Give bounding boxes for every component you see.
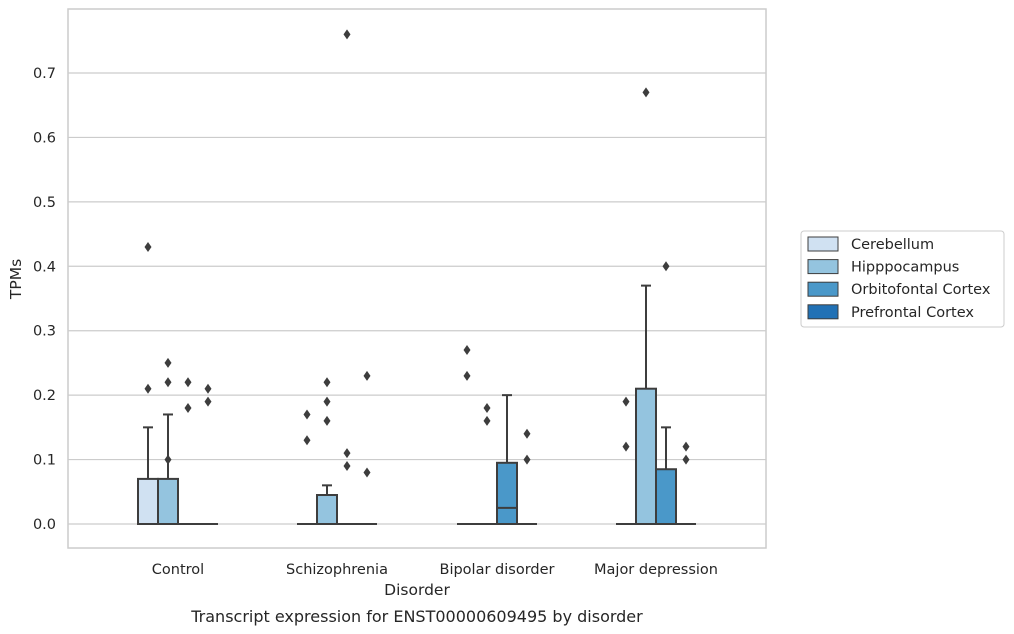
outlier-point <box>483 403 491 414</box>
legend-swatch <box>807 304 839 320</box>
box-orbitofontal-cortex <box>496 394 518 525</box>
legend-swatch <box>807 281 839 297</box>
y-tick-label: 0.5 <box>33 195 56 211</box>
y-axis-title: TPMs <box>7 259 25 300</box>
outlier-point <box>343 448 351 459</box>
outlier-point <box>164 357 172 368</box>
outlier-point <box>164 454 172 465</box>
outlier-point <box>144 241 152 252</box>
box-rect <box>137 477 159 525</box>
box-hipppocampus <box>157 413 179 525</box>
outlier-point <box>662 261 670 272</box>
x-tick-label: Schizophrenia <box>286 562 388 578</box>
outlier-point <box>463 345 471 356</box>
plot-frame <box>67 8 767 549</box>
box-rect <box>157 477 179 525</box>
x-axis-ticks: Control Schizophrenia Bipolar disorder Majo… <box>152 562 718 578</box>
legend-label: Orbitofontal Cortex <box>851 282 991 298</box>
y-tick-label: 0.3 <box>33 324 56 340</box>
y-tick-label: 0.1 <box>33 453 56 469</box>
outlier-point <box>343 461 351 472</box>
legend: Cerebellum Hipppocampus Orbitofontal Corte… <box>800 230 1005 328</box>
chart-caption: Transcript expression for ENST0000060949… <box>190 607 643 626</box>
outlier-point <box>303 409 311 420</box>
y-tick-label: 0.7 <box>33 66 56 82</box>
outlier-point <box>343 29 351 40</box>
outlier-point <box>323 415 331 426</box>
legend-label: Prefrontal Cortex <box>851 305 974 321</box>
box-rect <box>655 468 677 526</box>
outlier-point <box>363 370 371 381</box>
legend-swatch <box>807 259 839 275</box>
outlier-point <box>164 377 172 388</box>
legend-label: Cerebellum <box>851 237 934 253</box>
y-tick-label: 0.4 <box>33 259 56 275</box>
y-tick-label: 0.2 <box>33 388 56 404</box>
outlier-point <box>523 454 531 465</box>
outlier-point <box>463 370 471 381</box>
box-rect <box>635 387 657 526</box>
legend-label: Hipppocampus <box>851 260 959 276</box>
legend-swatch <box>807 236 839 252</box>
box-cerebellum <box>137 426 159 525</box>
outlier-point <box>523 428 531 439</box>
grid-lines <box>68 72 766 525</box>
outlier-point <box>622 396 630 407</box>
outlier-point <box>204 396 212 407</box>
outlier-point <box>682 441 690 452</box>
outlier-point <box>184 403 192 414</box>
box-rect <box>496 461 518 525</box>
outlier-point <box>363 467 371 478</box>
box-orbitofontal-cortex <box>655 426 677 526</box>
y-axis-ticks: 0.0 0.1 0.2 0.3 0.4 0.5 0.6 0.7 <box>33 66 56 533</box>
outliers <box>144 29 690 478</box>
outlier-point <box>323 396 331 407</box>
y-tick-label: 0.0 <box>33 517 56 533</box>
outlier-point <box>483 415 491 426</box>
outlier-point <box>682 454 690 465</box>
outlier-point <box>303 435 311 446</box>
outlier-point <box>642 87 650 98</box>
box-hipppocampus <box>635 284 657 526</box>
x-tick-label: Control <box>152 562 204 578</box>
x-tick-label: Major depression <box>594 562 718 578</box>
x-tick-label: Bipolar disorder <box>440 562 555 578</box>
boxes <box>137 284 696 526</box>
y-tick-label: 0.6 <box>33 130 56 146</box>
box-rect <box>316 494 338 525</box>
outlier-point <box>184 377 192 388</box>
x-axis-title: Disorder <box>384 581 450 599</box>
box-hipppocampus <box>316 484 338 525</box>
outlier-point <box>622 441 630 452</box>
outlier-point <box>144 383 152 394</box>
legend-frame <box>800 230 1005 328</box>
outlier-point <box>204 383 212 394</box>
outlier-point <box>323 377 331 388</box>
